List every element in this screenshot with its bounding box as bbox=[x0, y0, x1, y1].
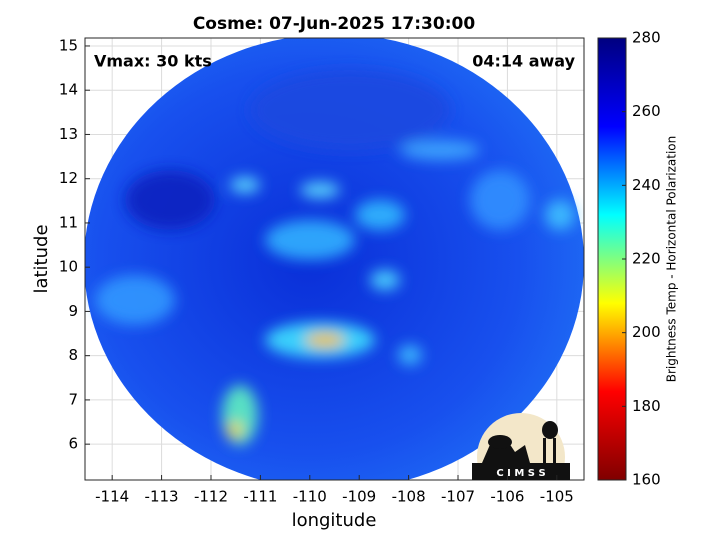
colorbar-tick-label: 180 bbox=[632, 397, 661, 415]
y-axis-label: latitude bbox=[31, 224, 52, 293]
annotation: 04:14 away bbox=[472, 52, 575, 71]
colorbar-label: Brightness Temp - Horizontal Polarizatio… bbox=[665, 136, 679, 383]
annotation: Vmax: 30 kts bbox=[94, 52, 212, 71]
y-tick-label: 8 bbox=[68, 346, 78, 364]
y-tick-label: 9 bbox=[68, 302, 78, 320]
colorbar-tick-label: 280 bbox=[632, 29, 661, 47]
x-tick-label: -114 bbox=[95, 488, 129, 506]
y-tick-label: 13 bbox=[59, 125, 78, 143]
x-axis-label: longitude bbox=[292, 510, 377, 531]
x-tick-label: -107 bbox=[441, 488, 475, 506]
x-tick-label: -110 bbox=[293, 488, 327, 506]
chart-title: Cosme: 07-Jun-2025 17:30:00 bbox=[193, 14, 476, 34]
colorbar-tick-label: 200 bbox=[632, 323, 661, 341]
x-tick-label: -109 bbox=[342, 488, 376, 506]
plot-frame bbox=[84, 37, 585, 481]
y-tick-label: 7 bbox=[68, 390, 78, 408]
cimss-logo: C I M S S bbox=[472, 413, 570, 480]
logo-text: C I M S S bbox=[496, 468, 545, 479]
y-tick-label: 11 bbox=[59, 213, 78, 231]
x-tick-label: -112 bbox=[194, 488, 228, 506]
x-tick-label: -108 bbox=[392, 488, 426, 506]
y-tick-label: 10 bbox=[59, 258, 78, 276]
y-tick-label: 12 bbox=[59, 169, 78, 187]
colorbar-tick-label: 220 bbox=[632, 250, 661, 268]
x-tick-label: -111 bbox=[243, 488, 277, 506]
colorbar-tick-label: 160 bbox=[632, 471, 661, 489]
colorbar-tick-label: 260 bbox=[632, 102, 661, 120]
y-tick-label: 6 bbox=[68, 435, 78, 453]
x-tick-label: -105 bbox=[540, 488, 574, 506]
x-tick-label: -106 bbox=[490, 488, 524, 506]
x-tick-label: -113 bbox=[145, 488, 179, 506]
y-tick-label: 15 bbox=[59, 36, 78, 54]
y-tick-label: 14 bbox=[59, 81, 78, 99]
colorbar bbox=[597, 37, 627, 481]
swath bbox=[85, 38, 584, 480]
colorbar-tick-label: 240 bbox=[632, 176, 661, 194]
